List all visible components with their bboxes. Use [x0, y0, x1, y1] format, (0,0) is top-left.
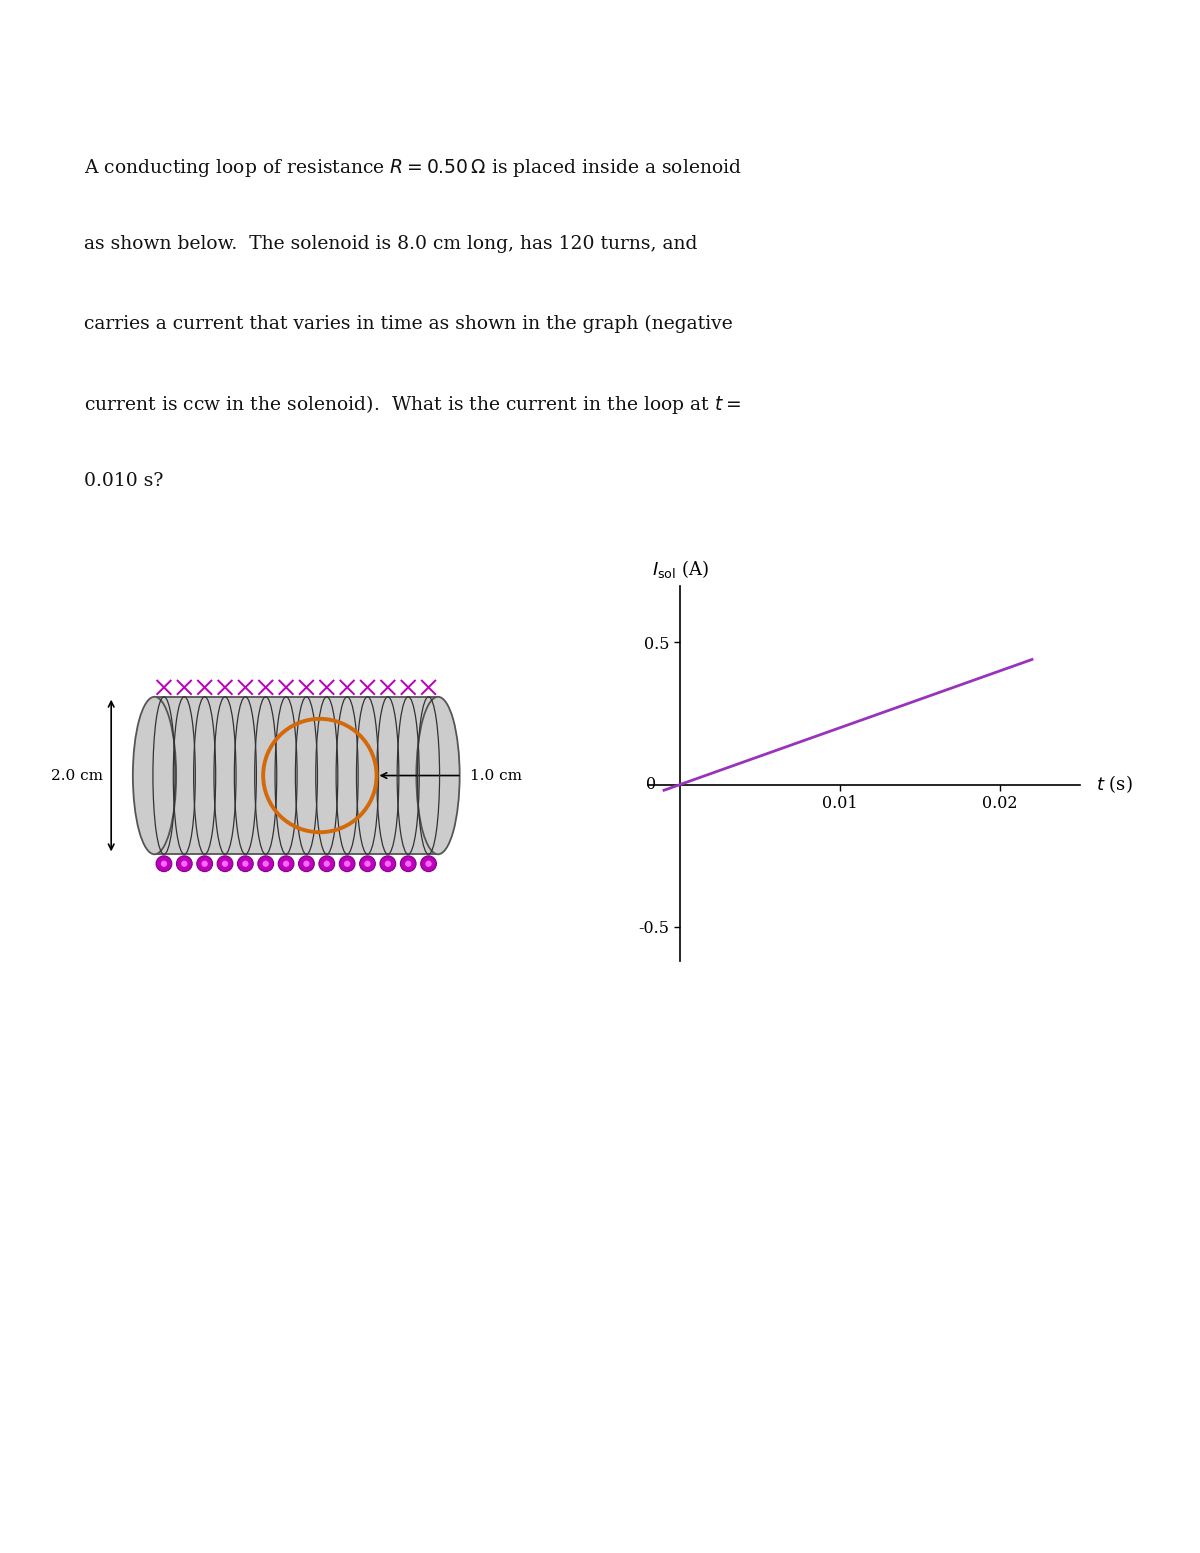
- Circle shape: [222, 860, 228, 867]
- Circle shape: [283, 860, 289, 867]
- Circle shape: [238, 856, 253, 871]
- Text: 2.0 cm: 2.0 cm: [52, 769, 103, 783]
- Circle shape: [344, 860, 350, 867]
- Text: 0: 0: [646, 776, 656, 794]
- Text: A conducting loop of resistance $R = 0.50\,\Omega$ is placed inside a solenoid: A conducting loop of resistance $R = 0.5…: [84, 157, 742, 179]
- Circle shape: [380, 856, 396, 871]
- Circle shape: [202, 860, 208, 867]
- Circle shape: [258, 856, 274, 871]
- Text: carries a current that varies in time as shown in the graph (negative: carries a current that varies in time as…: [84, 314, 733, 332]
- Circle shape: [197, 856, 212, 871]
- Circle shape: [401, 856, 416, 871]
- Ellipse shape: [416, 697, 460, 854]
- Circle shape: [385, 860, 391, 867]
- Circle shape: [176, 856, 192, 871]
- Circle shape: [360, 856, 376, 871]
- Circle shape: [263, 860, 269, 867]
- Circle shape: [304, 860, 310, 867]
- Text: 0.010 s?: 0.010 s?: [84, 472, 163, 489]
- Circle shape: [217, 856, 233, 871]
- Text: 1.0 cm: 1.0 cm: [469, 769, 522, 783]
- Circle shape: [161, 860, 167, 867]
- Circle shape: [319, 856, 335, 871]
- Circle shape: [365, 860, 371, 867]
- Ellipse shape: [133, 697, 176, 854]
- Circle shape: [278, 856, 294, 871]
- Circle shape: [340, 856, 355, 871]
- Text: A Loop in a Solenoid: A Loop in a Solenoid: [252, 42, 647, 79]
- FancyBboxPatch shape: [155, 697, 438, 854]
- Circle shape: [242, 860, 248, 867]
- Circle shape: [421, 856, 437, 871]
- Circle shape: [181, 860, 187, 867]
- Text: $t$ (s): $t$ (s): [1096, 773, 1133, 795]
- Circle shape: [299, 856, 314, 871]
- Text: Ex 9-1: Ex 9-1: [22, 23, 274, 93]
- Text: as shown below.  The solenoid is 8.0 cm long, has 120 turns, and: as shown below. The solenoid is 8.0 cm l…: [84, 236, 697, 253]
- Text: Electricity and Magnetism: Electricity and Magnetism: [558, 1483, 1170, 1527]
- Circle shape: [406, 860, 412, 867]
- Text: current is ccw in the solenoid).  What is the current in the loop at $t =$: current is ccw in the solenoid). What is…: [84, 393, 742, 416]
- Circle shape: [156, 856, 172, 871]
- Circle shape: [324, 860, 330, 867]
- Text: $I_{\rm sol}$ (A): $I_{\rm sol}$ (A): [652, 558, 708, 579]
- Circle shape: [426, 860, 432, 867]
